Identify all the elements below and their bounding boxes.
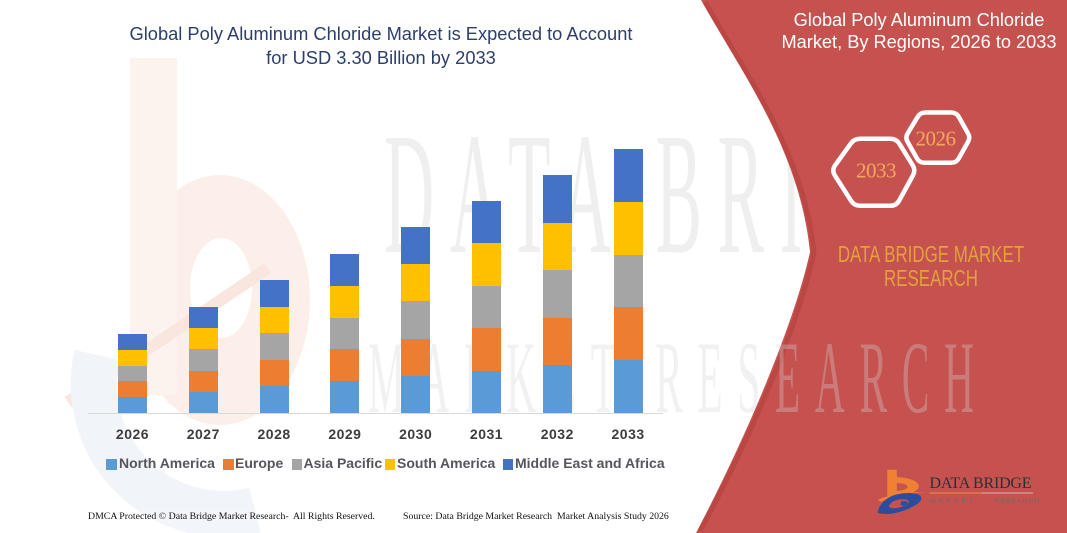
svg-text:MARKET RESEARCH: MARKET RESEARCH (368, 320, 989, 434)
svg-text:RESEARCH: RESEARCH (995, 498, 1040, 505)
svg-text:DATA BRIDGE: DATA BRIDGE (930, 475, 1032, 492)
svg-text:MARKET: MARKET (930, 498, 976, 505)
svg-text:2026: 2026 (916, 127, 956, 151)
svg-text:2033: 2033 (856, 159, 896, 183)
